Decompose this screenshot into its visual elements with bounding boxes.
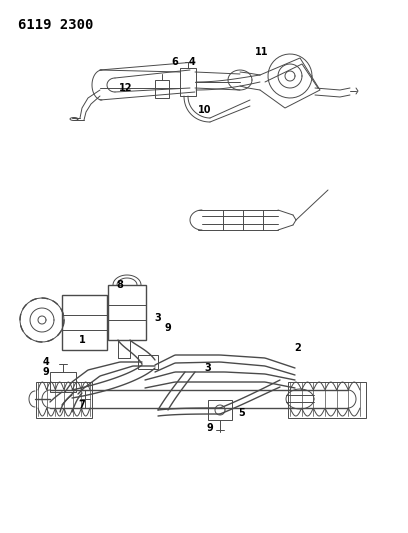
- Text: 4: 4: [188, 57, 195, 67]
- Text: 4: 4: [42, 357, 49, 367]
- Text: 12: 12: [119, 83, 133, 93]
- Text: 3: 3: [205, 363, 211, 373]
- Text: 8: 8: [117, 280, 124, 290]
- Text: 5: 5: [239, 408, 245, 418]
- Text: 1: 1: [79, 335, 85, 345]
- Text: 9: 9: [42, 367, 49, 377]
- Text: 7: 7: [79, 400, 85, 410]
- Text: 10: 10: [198, 105, 212, 115]
- Text: 6: 6: [172, 57, 178, 67]
- Bar: [138, 355, 158, 369]
- Bar: [288, 382, 366, 418]
- Text: 9: 9: [164, 323, 171, 333]
- Bar: [180, 68, 196, 96]
- Bar: [108, 285, 146, 340]
- Bar: [50, 372, 76, 392]
- Bar: [36, 382, 92, 418]
- Text: 6119 2300: 6119 2300: [18, 18, 93, 32]
- Text: 2: 2: [295, 343, 302, 353]
- Bar: [155, 80, 169, 98]
- Text: 9: 9: [206, 423, 213, 433]
- Text: 11: 11: [255, 47, 269, 57]
- Text: 3: 3: [155, 313, 162, 323]
- Bar: [208, 400, 232, 420]
- Bar: [62, 295, 107, 350]
